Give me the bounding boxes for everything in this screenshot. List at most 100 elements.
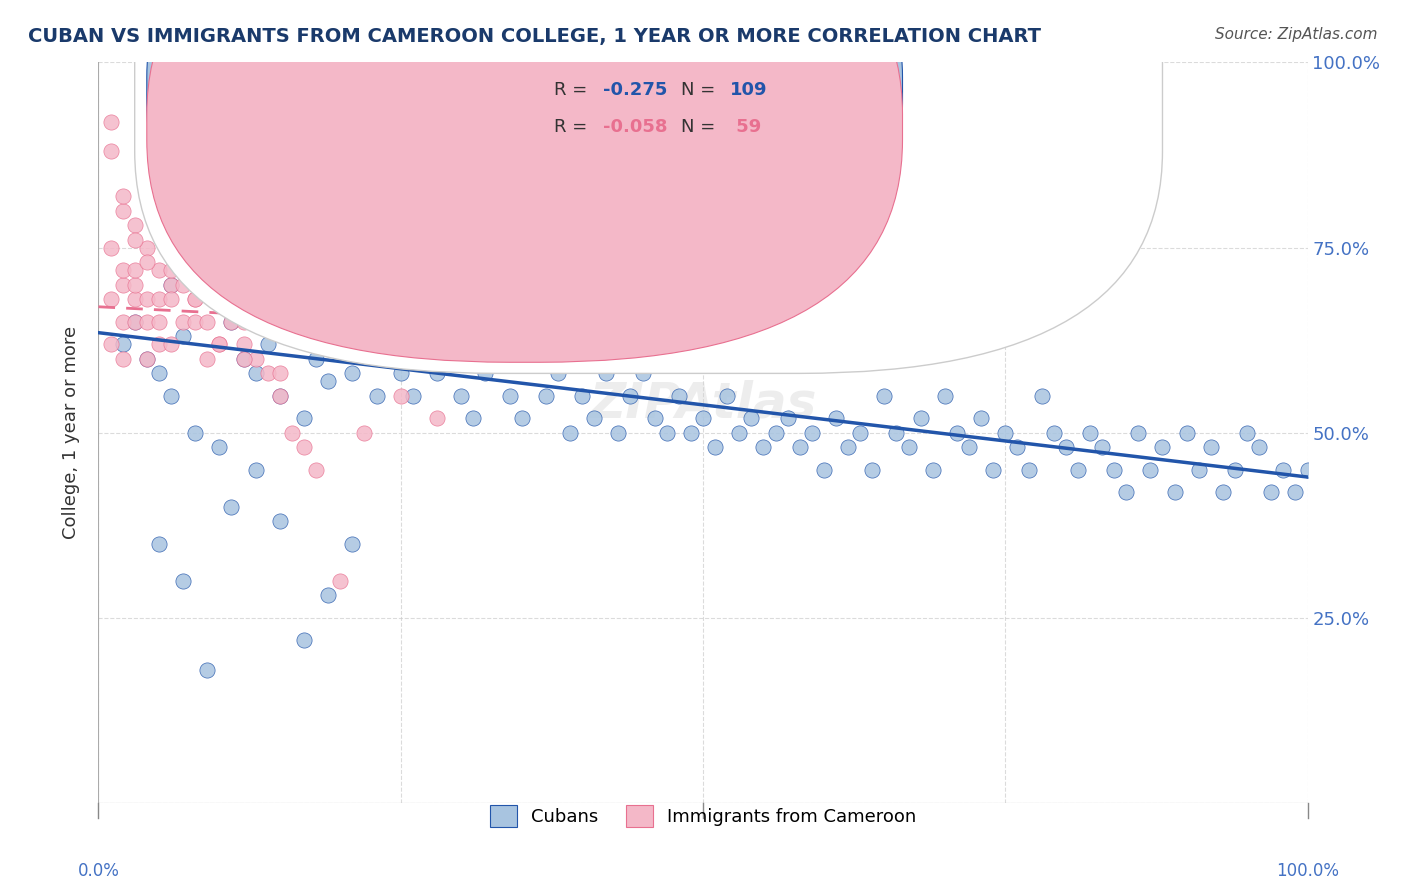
Point [100, 145, 122, 159]
Point [221, 500, 243, 514]
Point [426, 367, 449, 381]
Point [740, 410, 762, 425]
Point [607, 425, 630, 440]
Point [232, 351, 254, 366]
Point [221, 314, 243, 328]
Point [716, 388, 738, 402]
Point [450, 388, 472, 402]
Point [534, 388, 557, 402]
Point [800, 425, 823, 440]
Point [1272, 462, 1295, 476]
Point [148, 314, 170, 328]
Point [910, 410, 932, 425]
Point [353, 425, 375, 440]
Text: CUBAN VS IMMIGRANTS FROM CAMEROON COLLEGE, 1 YEAR OR MORE CORRELATION CHART: CUBAN VS IMMIGRANTS FROM CAMEROON COLLEG… [28, 27, 1040, 45]
Point [1031, 388, 1053, 402]
Point [752, 441, 775, 455]
Point [1067, 462, 1090, 476]
Point [100, 114, 122, 128]
Point [1188, 462, 1211, 476]
Point [897, 441, 920, 455]
Point [1212, 484, 1234, 499]
Point [292, 410, 315, 425]
Text: R =: R = [554, 119, 593, 136]
Point [813, 462, 835, 476]
FancyBboxPatch shape [135, 0, 1163, 374]
Point [232, 314, 254, 328]
Point [1199, 441, 1222, 455]
Point [148, 166, 170, 180]
Point [510, 410, 533, 425]
Point [981, 462, 1004, 476]
Point [474, 367, 496, 381]
Point [389, 388, 412, 402]
Point [148, 293, 170, 307]
Point [135, 240, 157, 255]
Point [111, 188, 134, 202]
Text: N =: N = [682, 81, 721, 99]
Text: 109: 109 [730, 81, 768, 99]
Point [837, 441, 859, 455]
Point [1054, 441, 1077, 455]
Point [655, 425, 678, 440]
Text: 0.0%: 0.0% [77, 862, 120, 880]
Point [789, 441, 811, 455]
Point [124, 314, 146, 328]
Point [124, 314, 146, 328]
Point [342, 367, 364, 381]
Point [184, 277, 207, 292]
Point [389, 367, 412, 381]
Point [316, 374, 339, 388]
Point [934, 388, 956, 402]
Point [111, 314, 134, 328]
Point [208, 441, 231, 455]
Point [994, 425, 1017, 440]
Point [886, 425, 908, 440]
Point [1260, 484, 1282, 499]
Point [377, 351, 399, 366]
Point [184, 314, 207, 328]
Point [704, 441, 727, 455]
Point [160, 277, 183, 292]
Point [329, 314, 352, 328]
Point [184, 425, 207, 440]
Point [148, 262, 170, 277]
Point [1042, 425, 1064, 440]
Point [172, 329, 194, 343]
Point [1007, 441, 1029, 455]
Text: -0.058: -0.058 [603, 119, 666, 136]
Point [245, 462, 267, 476]
Point [148, 536, 170, 550]
Point [547, 367, 569, 381]
Point [679, 425, 702, 440]
Point [269, 515, 291, 529]
Point [148, 336, 170, 351]
Point [1102, 462, 1125, 476]
Point [100, 336, 122, 351]
Point [172, 314, 194, 328]
Point [221, 293, 243, 307]
Point [124, 262, 146, 277]
Point [1078, 425, 1101, 440]
Point [946, 425, 969, 440]
Point [184, 293, 207, 307]
Point [160, 262, 183, 277]
Point [957, 441, 980, 455]
Point [583, 410, 606, 425]
Point [111, 336, 134, 351]
Text: R =: R = [554, 81, 593, 99]
Point [111, 277, 134, 292]
Point [269, 367, 291, 381]
Point [135, 351, 157, 366]
Point [111, 203, 134, 218]
Point [873, 388, 896, 402]
Point [305, 351, 328, 366]
Point [849, 425, 872, 440]
Point [329, 574, 352, 588]
Point [305, 462, 328, 476]
Point [135, 314, 157, 328]
Point [1091, 441, 1114, 455]
Point [1249, 441, 1271, 455]
Point [148, 367, 170, 381]
Point [402, 388, 425, 402]
